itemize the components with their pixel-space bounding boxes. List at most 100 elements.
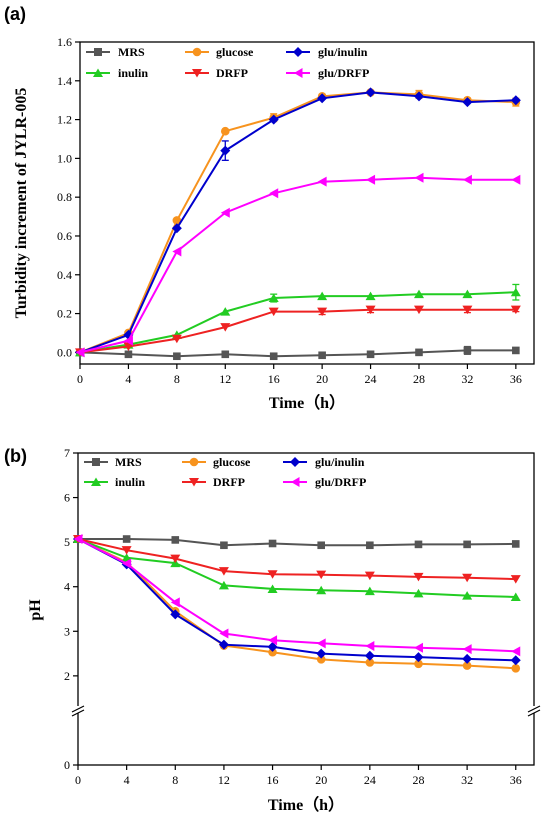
panel-a-series-3-point-3 — [220, 307, 231, 316]
panel-b-x-tick-label-4: 16 — [267, 773, 279, 787]
panel-b-legend-label-3: inulin — [115, 475, 145, 489]
panel-b-y-tick-label-5: 6 — [64, 491, 70, 505]
panel-b-series-0-point-5 — [317, 541, 325, 550]
panel-b-series-0-point-3 — [220, 541, 228, 550]
panel-a-legend-entry-3: inulin — [86, 66, 148, 80]
panel-a-series-3-point-5 — [317, 291, 328, 301]
panel-a-legend-marker-2 — [293, 47, 303, 57]
panel-b-legend-entry-1: glucose — [182, 455, 251, 469]
panel-a-legend-label-2: glu/inulin — [318, 45, 368, 59]
panel-a-series-4-point-3 — [220, 323, 231, 332]
panel-b-axis-break — [68, 705, 546, 717]
panel-a-series-3 — [75, 283, 521, 357]
panel-b-series-3-point-7 — [413, 588, 424, 598]
panel-b-y-tick-label-0: 0 — [64, 758, 70, 772]
panel-b-series-3-point-6 — [364, 586, 375, 596]
panel-a-y-tick-label-6: 1.2 — [57, 113, 72, 127]
panel-a-x-tick-label-0: 0 — [77, 372, 83, 386]
panel-a-series-2-point-8 — [462, 97, 473, 108]
panel-a-legend-entry-4: DRFP — [185, 66, 248, 80]
panel-b-x-tick-label-3: 12 — [218, 773, 230, 787]
panel-b-series-1-point-7 — [414, 659, 423, 669]
panel-a-legend-entry-0: MRS — [86, 45, 145, 59]
panel-a-series-4-point-2 — [171, 334, 182, 344]
panel-b-series-1-point-4 — [268, 647, 277, 657]
panel-b-series-5-point-3 — [219, 628, 229, 639]
panel-b-label: (b) — [4, 446, 27, 466]
panel-b-y-tick-label-1: 2 — [64, 669, 70, 683]
panel-b-series-0 — [74, 535, 520, 550]
panel-a-x-tick-label-2: 8 — [174, 372, 180, 386]
panel-b-plot-frame — [77, 452, 535, 766]
panel-a-legend-entry-2: glu/inulin — [286, 45, 368, 59]
panel-a-series-4-point-7 — [413, 305, 424, 315]
panel-b: (b) 0 4 8 12 16 20 24 28 32 36 0 2 3 4 5 6 7 MRS glucose — [4, 446, 546, 814]
panel-a-series-0 — [76, 345, 520, 361]
panel-b-legend-label-1: glucose — [213, 455, 251, 469]
panel-a-series-5-point-7 — [414, 172, 424, 183]
panel-b-series-2-point-3 — [218, 639, 229, 650]
panel-b-x-tick-label-9: 36 — [510, 773, 522, 787]
panel-b-x-tick-label-7: 28 — [412, 773, 424, 787]
panel-b-x-tick-label-1: 4 — [124, 773, 130, 787]
panel-a-series-line-0 — [79, 349, 516, 358]
panel-a-series-3-point-8 — [462, 289, 473, 299]
panel-a-plot-frame — [79, 41, 535, 365]
panel-b-x-tick-label-6: 24 — [364, 773, 376, 787]
panel-b-series-3-point-5 — [316, 585, 327, 595]
panel-b-legend-marker-5 — [291, 477, 300, 487]
panel-a-series-3-point-9 — [510, 287, 521, 297]
panel-b-series-2-point-4 — [267, 641, 278, 652]
panel-b-legend: MRS glucose glu/inulin inulin DRFP — [84, 455, 366, 489]
panel-a-series-2-point-5 — [317, 93, 328, 104]
panel-a-series-5-point-5 — [317, 176, 327, 187]
panel-b-legend-marker-4 — [189, 478, 199, 487]
panel-b-series-1-point-8 — [462, 661, 472, 670]
panel-b-series-5-point-2 — [170, 597, 180, 608]
panel-b-series-4-point-7 — [413, 572, 424, 582]
panel-b-legend-label-0: MRS — [115, 455, 142, 469]
panel-a-series-5 — [75, 172, 521, 358]
panel-a-label: (a) — [4, 4, 26, 24]
panel-a-series-5-point-4 — [269, 188, 279, 199]
panel-b-series-line-5 — [77, 538, 516, 653]
panel-a-series-line-2 — [79, 91, 516, 354]
panel-a-series-4-point-4 — [268, 307, 279, 317]
panel-b-series-4-point-6 — [364, 571, 375, 581]
panel-b-series-2-point-5 — [316, 648, 327, 659]
panel-b-legend-marker-1 — [189, 457, 199, 467]
panel-a-legend-label-1: glucose — [216, 45, 254, 59]
panel-a-y-tick-label-2: 0.4 — [57, 268, 72, 282]
panel-a-series-0-point-1 — [124, 350, 133, 359]
panel-b-series-0-point-4 — [268, 539, 277, 548]
panel-b-series-5-point-8 — [462, 644, 472, 655]
panel-b-series-0-point-8 — [463, 540, 471, 549]
panel-a-series-0-point-5 — [318, 351, 326, 360]
panel-b-series-line-4 — [77, 538, 516, 581]
panel-a-series-line-4 — [79, 308, 516, 354]
panel-a-x-axis-title: Time（h） — [269, 394, 345, 412]
panel-b-series-1-point-6 — [365, 658, 375, 667]
panel-b-series-line-2 — [77, 538, 516, 662]
panel-b-legend-marker-3 — [91, 477, 101, 486]
panel-a: (a) 0 4 8 12 16 20 24 28 32 36 0.0 0.2 0.4 0.6 0.8 1.0 1… — [4, 4, 535, 412]
panel-a-series-4-point-9 — [510, 305, 521, 315]
panel-a-legend-marker-4 — [192, 69, 202, 78]
panel-b-series-4-point-2 — [170, 554, 181, 564]
panel-b-series-4-point-1 — [121, 546, 132, 555]
panel-b-legend-entry-2: glu/inulin — [283, 455, 365, 469]
panel-b-series-0-point-1 — [122, 535, 131, 543]
panel-a-series-0-point-7 — [415, 348, 423, 357]
panel-a-series-0-point-6 — [366, 350, 375, 359]
panel-a-legend-entry-5: glu/DRFP — [286, 66, 369, 80]
panel-b-x-tick-label-8: 32 — [461, 773, 473, 787]
panel-b-series-4 — [73, 535, 521, 584]
panel-b-legend-marker-2 — [290, 457, 300, 467]
panel-a-series-5-point-9 — [511, 174, 521, 185]
panel-b-x-tick-label-0: 0 — [75, 773, 81, 787]
panel-a-y-tick-label-7: 1.4 — [57, 74, 72, 88]
panel-a-series-2-point-7 — [413, 91, 424, 102]
panel-a-series-4-point-1 — [123, 342, 134, 352]
panel-a-series-4-point-8 — [462, 305, 473, 315]
panel-b-legend-label-5: glu/DRFP — [315, 475, 366, 489]
